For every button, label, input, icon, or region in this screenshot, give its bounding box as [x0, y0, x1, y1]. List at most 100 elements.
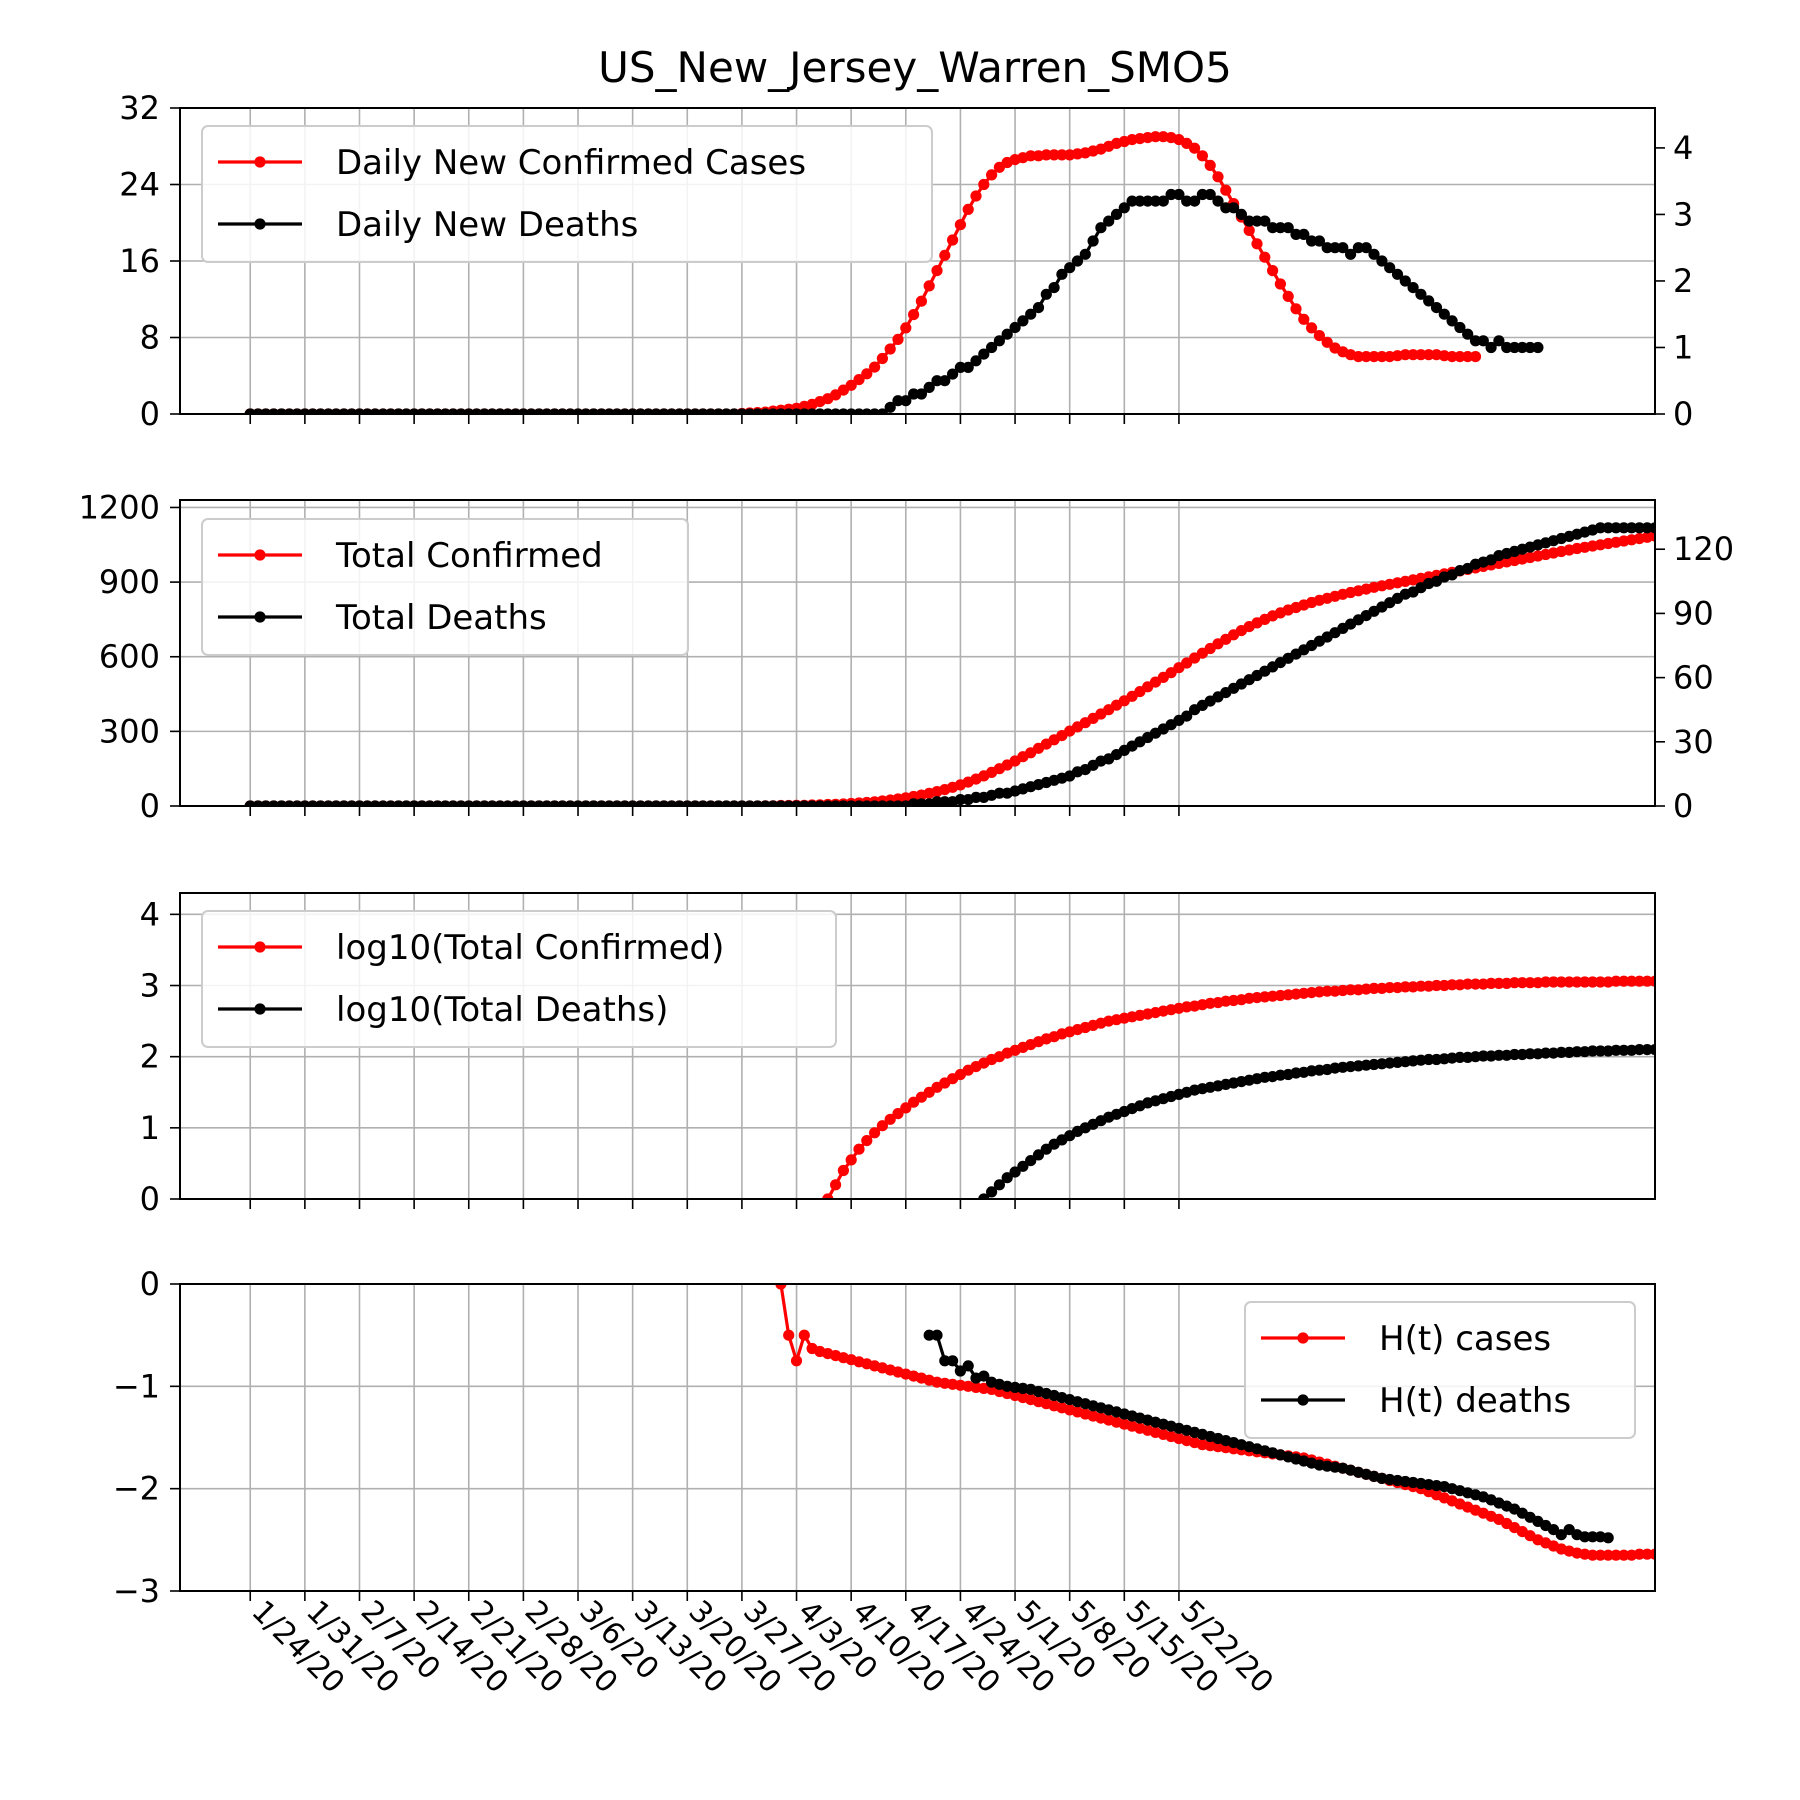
- data-point: [1290, 303, 1302, 315]
- data-point: [1196, 188, 1208, 201]
- y-tick-label: 4: [140, 895, 160, 933]
- data-point: [1657, 1549, 1668, 1560]
- data-point: [1345, 984, 1357, 996]
- data-point: [822, 1193, 834, 1199]
- data-point: [1017, 315, 1029, 327]
- legend: H(t) cases H(t) deaths: [1244, 1301, 1636, 1439]
- data-point: [1681, 1550, 1692, 1561]
- data-point: [939, 249, 951, 261]
- data-point: [1587, 1549, 1599, 1561]
- y2-tick-label: 2: [1673, 262, 1693, 300]
- axes-frame: [179, 1283, 1656, 1592]
- data-point: [1360, 351, 1372, 363]
- data-point: [1399, 981, 1411, 993]
- y2-tick-label: 120: [1673, 530, 1734, 568]
- data-point: [1657, 976, 1668, 987]
- data-point: [1587, 1045, 1599, 1057]
- data-point: [1329, 242, 1341, 254]
- data-point: [1384, 262, 1396, 274]
- data-point: [1516, 977, 1528, 989]
- data-point: [954, 219, 967, 231]
- data-point: [1391, 268, 1404, 280]
- data-point: [993, 335, 1006, 347]
- data-point: [853, 1143, 865, 1155]
- data-point: [1056, 268, 1068, 280]
- data-point: [1290, 228, 1302, 240]
- legend-marker: [254, 941, 266, 953]
- data-point: [1399, 349, 1411, 361]
- legend: Total Confirmed Total Deaths: [201, 518, 689, 656]
- data-point: [1423, 295, 1435, 307]
- data-point: [1352, 242, 1364, 254]
- data-point: [869, 361, 881, 373]
- data-point: [884, 1113, 896, 1125]
- data-point: [830, 1179, 842, 1191]
- y-tick-label: 300: [99, 712, 160, 750]
- data-point: [876, 352, 889, 365]
- data-point: [845, 1154, 857, 1166]
- data-point: [853, 374, 865, 386]
- data-point: [775, 1284, 787, 1290]
- data-point: [1165, 188, 1177, 201]
- data-point: [1337, 242, 1349, 254]
- y-tick-label: 600: [99, 638, 160, 676]
- data-point: [970, 355, 982, 367]
- data-point: [1446, 315, 1458, 327]
- data-point: [900, 1102, 912, 1114]
- data-point: [1368, 248, 1380, 260]
- data-point: [1415, 980, 1427, 992]
- y-tick-label: 8: [140, 319, 160, 357]
- data-point: [1415, 288, 1427, 300]
- legend-entry: H(t) cases: [1379, 1319, 1551, 1359]
- data-point: [1189, 195, 1201, 207]
- plot-area: [244, 522, 1762, 806]
- figure-title: US_New_Jersey_Warren_SMO5: [598, 43, 1232, 92]
- data-point: [1157, 195, 1169, 207]
- data-point: [986, 169, 998, 181]
- data-point: [1626, 975, 1638, 987]
- data-point: [1571, 1046, 1583, 1058]
- data-point: [1618, 522, 1630, 534]
- y-tick-label: −1: [113, 1367, 160, 1405]
- data-point: [1454, 1051, 1466, 1063]
- data-point: [1220, 184, 1232, 196]
- plot-area: [244, 131, 1544, 414]
- axes-frame: [179, 499, 1656, 807]
- data-point: [1384, 982, 1396, 994]
- data-point: [954, 794, 967, 806]
- data-point: [1298, 228, 1310, 240]
- data-point: [1610, 1044, 1622, 1056]
- data-point: [1048, 149, 1060, 161]
- data-point: [1134, 195, 1146, 207]
- axes-frame: [179, 107, 1656, 415]
- panel-h-t: 0 −1 −2 −3 H(t) cases H(t) deaths: [113, 1265, 1692, 1610]
- data-point: [1368, 351, 1380, 363]
- data-point: [1462, 351, 1474, 363]
- legend-marker: [254, 218, 266, 230]
- legend-entry: Daily New Confirmed Cases: [336, 143, 806, 183]
- y-tick-label: 2: [140, 1038, 160, 1076]
- data-point: [1524, 341, 1536, 354]
- data-point: [1493, 1049, 1505, 1061]
- y-tick-label: −3: [113, 1572, 160, 1610]
- data-point: [892, 333, 904, 345]
- data-point: [1516, 341, 1528, 354]
- data-point: [1594, 1549, 1606, 1561]
- data-point: [1641, 1044, 1653, 1056]
- data-point: [1032, 302, 1045, 314]
- data-point: [1189, 142, 1201, 154]
- data-point: [1501, 341, 1513, 354]
- data-point: [1751, 522, 1762, 533]
- y-tick-label: 3: [140, 967, 160, 1005]
- legend-entry: H(t) deaths: [1379, 1381, 1571, 1421]
- data-point: [1274, 222, 1286, 234]
- legend: log10(Total Confirmed) log10(Total Deaths…: [201, 910, 837, 1048]
- data-point: [1469, 978, 1482, 990]
- y-tick-label: 24: [119, 166, 160, 204]
- legend-entry: log10(Total Confirmed): [336, 928, 724, 968]
- data-point: [915, 388, 928, 400]
- data-point: [1415, 349, 1427, 361]
- data-point: [1649, 522, 1655, 534]
- data-point: [1056, 149, 1068, 161]
